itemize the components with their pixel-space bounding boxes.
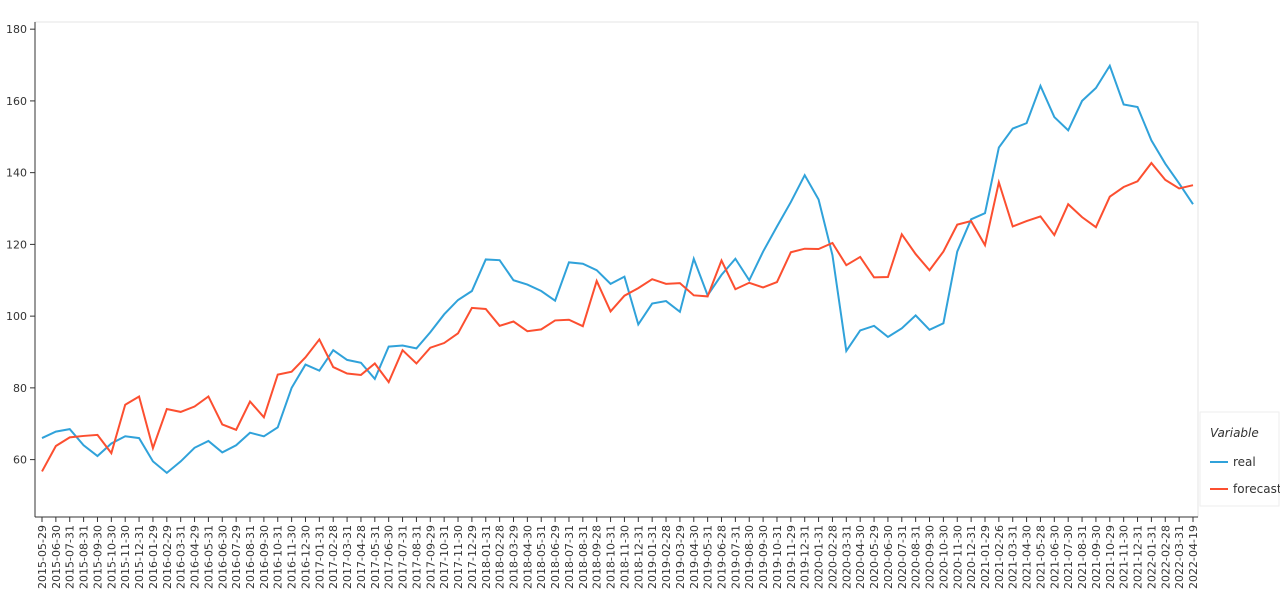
x-tick-label: 2020-10-30 bbox=[937, 525, 950, 589]
x-tick-label: 2016-06-30 bbox=[216, 525, 229, 589]
y-tick-label: 100 bbox=[6, 310, 27, 323]
x-tick-label: 2018-01-31 bbox=[480, 525, 493, 589]
x-tick-label: 2016-11-30 bbox=[286, 525, 299, 589]
x-tick-label: 2019-05-31 bbox=[702, 525, 715, 589]
x-tick-label: 2018-10-31 bbox=[605, 525, 618, 589]
y-tick-label: 80 bbox=[13, 382, 27, 395]
x-tick-label: 2018-04-30 bbox=[521, 525, 534, 589]
x-tick-label: 2022-02-28 bbox=[1159, 525, 1172, 589]
x-tick-label: 2018-09-28 bbox=[591, 525, 604, 589]
x-tick-label: 2020-08-31 bbox=[910, 525, 923, 589]
x-tick-label: 2017-12-29 bbox=[466, 525, 479, 589]
y-tick-label: 120 bbox=[6, 238, 27, 251]
x-tick-label: 2018-08-31 bbox=[577, 525, 590, 589]
x-tick-label: 2015-08-31 bbox=[78, 525, 91, 589]
legend-label: real bbox=[1233, 455, 1256, 469]
y-tick-label: 160 bbox=[6, 95, 27, 108]
x-tick-label: 2018-02-28 bbox=[494, 525, 507, 589]
x-tick-label: 2019-09-30 bbox=[757, 525, 770, 589]
x-tick-label: 2022-03-31 bbox=[1173, 525, 1186, 589]
x-tick-label: 2022-04-19 bbox=[1187, 525, 1200, 589]
x-tick-label: 2020-05-29 bbox=[868, 525, 881, 589]
x-tick-label: 2016-01-29 bbox=[147, 525, 160, 589]
y-tick-label: 140 bbox=[6, 167, 27, 180]
x-tick-label: 2021-11-30 bbox=[1118, 525, 1131, 589]
x-tick-label: 2017-09-29 bbox=[424, 525, 437, 589]
x-tick-label: 2021-03-31 bbox=[1007, 525, 1020, 589]
x-tick-label: 2019-06-28 bbox=[716, 525, 729, 589]
x-tick-label: 2019-10-31 bbox=[771, 525, 784, 589]
x-tick-label: 2019-12-31 bbox=[799, 525, 812, 589]
x-tick-label: 2021-06-30 bbox=[1048, 525, 1061, 589]
x-tick-label: 2020-02-28 bbox=[826, 525, 839, 589]
x-tick-label: 2016-08-31 bbox=[244, 525, 257, 589]
x-tick-label: 2020-01-31 bbox=[813, 525, 826, 589]
x-tick-label: 2015-09-30 bbox=[91, 525, 104, 589]
x-tick-label: 2021-04-30 bbox=[1021, 525, 1034, 589]
x-tick-label: 2020-11-30 bbox=[951, 525, 964, 589]
x-tick-label: 2016-04-29 bbox=[189, 525, 202, 589]
x-tick-label: 2017-03-31 bbox=[341, 525, 354, 589]
x-tick-label: 2015-05-29 bbox=[36, 525, 49, 589]
x-tick-label: 2021-08-31 bbox=[1076, 525, 1089, 589]
x-tick-label: 2016-05-31 bbox=[202, 525, 215, 589]
x-tick-label: 2021-05-28 bbox=[1034, 525, 1047, 589]
x-tick-label: 2019-07-31 bbox=[729, 525, 742, 589]
y-tick-label: 60 bbox=[13, 454, 27, 467]
x-tick-label: 2018-03-29 bbox=[507, 525, 520, 589]
x-tick-label: 2018-11-30 bbox=[618, 525, 631, 589]
x-tick-label: 2020-06-30 bbox=[882, 525, 895, 589]
x-tick-label: 2019-08-30 bbox=[743, 525, 756, 589]
x-tick-label: 2022-01-31 bbox=[1145, 525, 1158, 589]
x-tick-label: 2018-06-29 bbox=[549, 525, 562, 589]
line-series bbox=[41, 63, 1194, 475]
y-tick-label: 180 bbox=[6, 23, 27, 36]
x-tick-label: 2019-01-31 bbox=[646, 525, 659, 589]
x-tick-label: 2017-11-30 bbox=[452, 525, 465, 589]
x-tick-label: 2021-12-31 bbox=[1132, 525, 1145, 589]
x-tick-label: 2017-07-31 bbox=[397, 525, 410, 589]
x-tick-label: 2016-03-31 bbox=[175, 525, 188, 589]
x-tick-label: 2017-08-31 bbox=[410, 525, 423, 589]
x-tick-label: 2019-11-29 bbox=[785, 525, 798, 589]
x-tick-label: 2021-07-30 bbox=[1062, 525, 1075, 589]
legend-title: Variable bbox=[1210, 426, 1259, 440]
x-tick-label: 2017-10-31 bbox=[438, 525, 451, 589]
x-tick-label: 2015-06-30 bbox=[50, 525, 63, 589]
x-tick-label: 2016-09-30 bbox=[258, 525, 271, 589]
x-tick-label: 2018-07-31 bbox=[563, 525, 576, 589]
x-tick-label: 2021-02-26 bbox=[993, 525, 1006, 589]
line-series bbox=[41, 161, 1194, 472]
x-tick-label: 2015-11-30 bbox=[119, 525, 132, 589]
x-tick-label: 2020-03-31 bbox=[840, 525, 853, 589]
x-tick-label: 2015-07-31 bbox=[64, 525, 77, 589]
x-tick-label: 2018-05-31 bbox=[535, 525, 548, 589]
x-tick-label: 2019-02-28 bbox=[660, 525, 673, 589]
x-tick-label: 2017-06-30 bbox=[383, 525, 396, 589]
x-tick-label: 2020-04-30 bbox=[854, 525, 867, 589]
x-tick-label: 2017-05-31 bbox=[369, 525, 382, 589]
x-tick-label: 2016-07-29 bbox=[230, 525, 243, 589]
x-tick-label: 2016-10-31 bbox=[272, 525, 285, 589]
x-tick-label: 2020-07-31 bbox=[896, 525, 909, 589]
x-tick-label: 2016-12-30 bbox=[299, 525, 312, 589]
x-tick-label: 2019-04-30 bbox=[688, 525, 701, 589]
x-tick-label: 2020-12-31 bbox=[965, 525, 978, 589]
x-tick-label: 2015-12-31 bbox=[133, 525, 146, 589]
legend bbox=[1199, 411, 1280, 507]
x-tick-label: 2016-02-29 bbox=[161, 525, 174, 589]
x-tick-label: 2021-09-30 bbox=[1090, 525, 1103, 589]
x-tick-label: 2017-02-28 bbox=[327, 525, 340, 589]
x-tick-label: 2021-01-29 bbox=[979, 525, 992, 589]
x-tick-label: 2018-12-31 bbox=[632, 525, 645, 589]
x-tick-label: 2015-10-30 bbox=[105, 525, 118, 589]
x-tick-label: 2020-09-30 bbox=[924, 525, 937, 589]
x-tick-label: 2017-01-31 bbox=[313, 525, 326, 589]
x-tick-label: 2019-03-29 bbox=[674, 525, 687, 589]
legend-label: forecast bbox=[1233, 482, 1280, 496]
x-tick-label: 2021-10-29 bbox=[1104, 525, 1117, 589]
x-tick-label: 2017-04-28 bbox=[355, 525, 368, 589]
